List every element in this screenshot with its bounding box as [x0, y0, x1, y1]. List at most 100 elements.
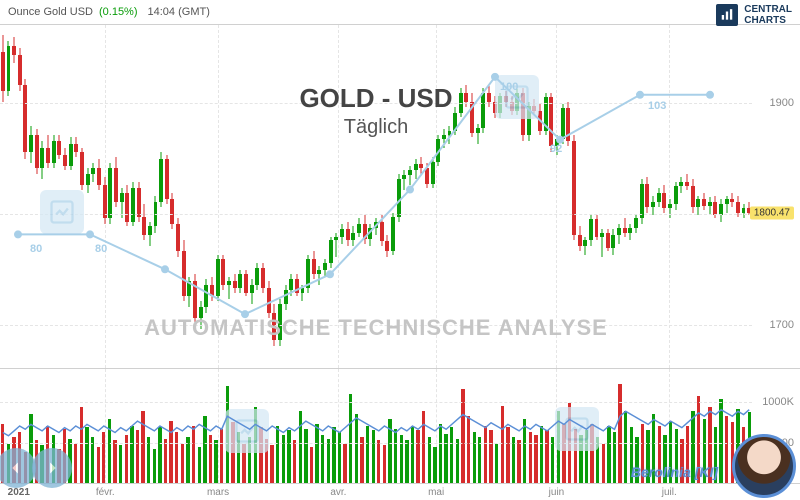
candle	[7, 24, 11, 368]
candle	[351, 24, 355, 368]
price-panel[interactable]: 808092103100 GOLD - USD Täglich AUTOMATI…	[0, 24, 800, 368]
volume-bar	[203, 416, 206, 483]
price-y-tick: 1900	[770, 97, 794, 109]
candle	[487, 24, 491, 368]
volume-bar	[607, 426, 610, 484]
volume-bar	[602, 444, 605, 483]
candle	[730, 24, 734, 368]
volume-bar	[181, 444, 184, 483]
assistant-avatar[interactable]	[732, 434, 796, 498]
volume-bar	[355, 414, 358, 483]
volume-bar	[349, 394, 352, 483]
watermark-icon	[40, 190, 84, 234]
volume-bar	[624, 411, 627, 483]
x-tick-label: mars	[207, 487, 229, 498]
candle	[464, 24, 468, 368]
volume-bar	[394, 429, 397, 483]
volume-bar	[489, 430, 492, 483]
volume-bar	[119, 445, 122, 483]
candle	[572, 24, 576, 368]
nav-next-button[interactable]	[32, 448, 72, 488]
volume-bar	[461, 389, 464, 483]
logo-icon	[716, 4, 738, 26]
candle	[108, 24, 112, 368]
indicator-value: 100	[500, 81, 518, 93]
chart-area: 808092103100 GOLD - USD Täglich AUTOMATI…	[0, 24, 800, 500]
volume-bar	[377, 440, 380, 483]
indicator-value: 80	[30, 243, 42, 255]
candle	[696, 24, 700, 368]
candle	[170, 24, 174, 368]
candle	[193, 24, 197, 368]
candle	[312, 24, 316, 368]
candle	[278, 24, 282, 368]
candle	[272, 24, 276, 368]
candle	[295, 24, 299, 368]
volume-bar	[613, 432, 616, 483]
volume-bar	[506, 427, 509, 483]
volume-bar	[467, 416, 470, 483]
volume-bar	[113, 440, 116, 483]
volume-bar	[130, 426, 133, 484]
candle	[334, 24, 338, 368]
candle	[148, 24, 152, 368]
candle	[742, 24, 746, 368]
volume-bar	[719, 399, 722, 483]
x-tick-label: avr.	[330, 487, 346, 498]
candle	[204, 24, 208, 368]
candle	[385, 24, 389, 368]
candle	[103, 24, 107, 368]
candle	[645, 24, 649, 368]
candle	[346, 24, 350, 368]
candle	[182, 24, 186, 368]
watermark-icon	[555, 407, 599, 451]
candle	[719, 24, 723, 368]
candle	[131, 24, 135, 368]
candle	[187, 24, 191, 368]
volume-bar	[175, 432, 178, 483]
volume-bar	[495, 444, 498, 483]
candle	[137, 24, 141, 368]
candle	[261, 24, 265, 368]
current-price-label: 1800.47	[750, 207, 794, 220]
volume-bar	[304, 429, 307, 483]
chart-header: Ounce Gold USD (0.15%) 14:04 (GMT)	[0, 0, 800, 24]
candle	[301, 24, 305, 368]
volume-bar	[108, 419, 111, 483]
volume-bar	[484, 426, 487, 484]
volume-bar	[456, 439, 459, 483]
candle	[448, 24, 452, 368]
price-plot[interactable]: 808092103100	[0, 25, 752, 368]
indicator-value: 103	[648, 100, 666, 112]
volume-bar	[169, 421, 172, 483]
volume-bar	[439, 424, 442, 483]
candle	[12, 24, 16, 368]
candle	[555, 24, 559, 368]
candle	[481, 24, 485, 368]
volume-bar	[214, 440, 217, 483]
indicator-value: 80	[95, 243, 107, 255]
price-y-tick: 1700	[770, 319, 794, 331]
candle	[227, 24, 231, 368]
candle	[363, 24, 367, 368]
volume-bar	[299, 411, 302, 483]
volume-bar	[164, 439, 167, 483]
volume-bar	[433, 447, 436, 483]
x-tick-label: juin	[549, 487, 565, 498]
x-axis: 2021févr.marsavr.maijuinjuil.	[0, 483, 800, 500]
volume-bar	[158, 427, 161, 483]
volume-bar	[540, 426, 543, 484]
timestamp: 14:04 (GMT)	[148, 6, 210, 18]
x-tick-label: mai	[428, 487, 444, 498]
berolinia-badge: Berolinia [KI]	[631, 464, 718, 480]
candle	[199, 24, 203, 368]
volume-bar	[293, 440, 296, 483]
volume-bar	[416, 430, 419, 483]
volume-bar	[422, 411, 425, 483]
volume-bar	[315, 424, 318, 483]
volume-bar	[270, 445, 273, 483]
candle	[165, 24, 169, 368]
candle	[284, 24, 288, 368]
volume-y-tick: 1000K	[762, 396, 794, 408]
candle	[238, 24, 242, 368]
